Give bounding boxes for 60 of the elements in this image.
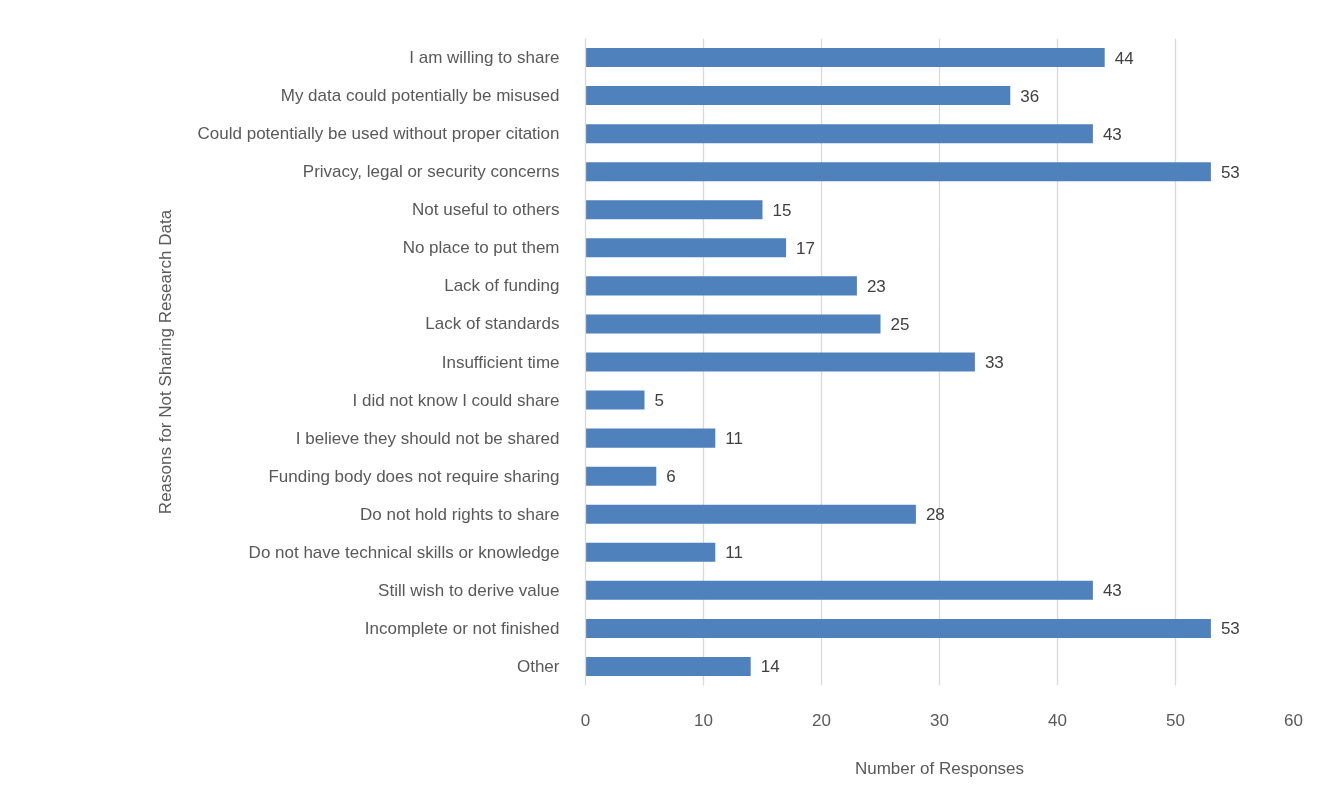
y-tick-label: Do not have technical skills or knowledge	[248, 542, 560, 562]
x-tick-label: 60	[1284, 710, 1303, 730]
data-label: 6	[666, 467, 676, 487]
bar	[585, 618, 1211, 638]
y-tick-label: Lack of standards	[425, 314, 560, 334]
bar	[585, 162, 1211, 182]
data-label: 11	[725, 543, 743, 563]
x-tick-label: 30	[930, 710, 949, 730]
y-tick-label: Insufficient time	[441, 352, 560, 372]
data-label: 14	[760, 657, 780, 677]
y-tick-label: My data could potentially be misused	[280, 86, 560, 106]
x-tick-label: 20	[812, 710, 831, 730]
data-label: 36	[1020, 86, 1040, 106]
bar	[585, 200, 763, 220]
bar	[585, 276, 857, 296]
y-tick-label: Not useful to others	[412, 200, 560, 220]
y-tick-label: Funding body does not require sharing	[268, 466, 560, 486]
data-label: 23	[866, 276, 886, 296]
bar	[585, 542, 716, 562]
y-tick-label: Other	[516, 656, 560, 676]
data-label: 43	[1102, 124, 1122, 144]
data-label: 5	[654, 391, 664, 411]
bar	[585, 48, 1105, 68]
y-tick-label: Could potentially be used without proper citation	[197, 124, 560, 144]
bar	[585, 466, 657, 486]
data-label: 43	[1102, 581, 1122, 601]
data-label: 17	[796, 238, 816, 258]
y-tick-label: I did not know I could share	[352, 390, 560, 410]
y-tick-label: Incomplete or not finished	[364, 618, 560, 638]
bar	[585, 580, 1093, 600]
data-label: 15	[772, 200, 792, 220]
bar	[585, 314, 881, 334]
y-tick-label: Do not hold rights to share	[360, 504, 560, 524]
x-tick-label: 0	[580, 710, 591, 730]
data-label: 11	[725, 429, 743, 449]
data-label: 25	[890, 314, 910, 334]
data-label: 44	[1114, 48, 1134, 68]
data-label: 33	[984, 353, 1004, 372]
x-axis-title: Number of Responses	[854, 758, 1025, 778]
bar	[585, 352, 975, 372]
y-tick-label: I am willing to share	[409, 48, 560, 68]
data-label: 28	[925, 505, 945, 525]
y-tick-label: Lack of funding	[444, 276, 560, 296]
data-label: 53	[1220, 619, 1240, 639]
y-tick-label: No place to put them	[402, 238, 560, 258]
y-tick-label: I believe they should not be shared	[295, 428, 560, 448]
bar	[585, 656, 751, 676]
x-tick-label: 50	[1166, 710, 1185, 730]
x-tick-label: 40	[1048, 710, 1067, 730]
bar	[585, 238, 787, 258]
bar	[585, 86, 1011, 106]
bar	[585, 390, 645, 410]
data-label: 53	[1220, 162, 1240, 182]
y-tick-label: Privacy, legal or security concerns	[302, 162, 560, 182]
bar	[585, 504, 916, 524]
bar	[585, 124, 1093, 144]
bar	[585, 428, 716, 448]
y-tick-label: Still wish to derive value	[378, 580, 560, 600]
x-tick-label: 10	[694, 710, 713, 730]
y-axis-title: Reasons for Not Sharing Research Data	[155, 209, 175, 515]
